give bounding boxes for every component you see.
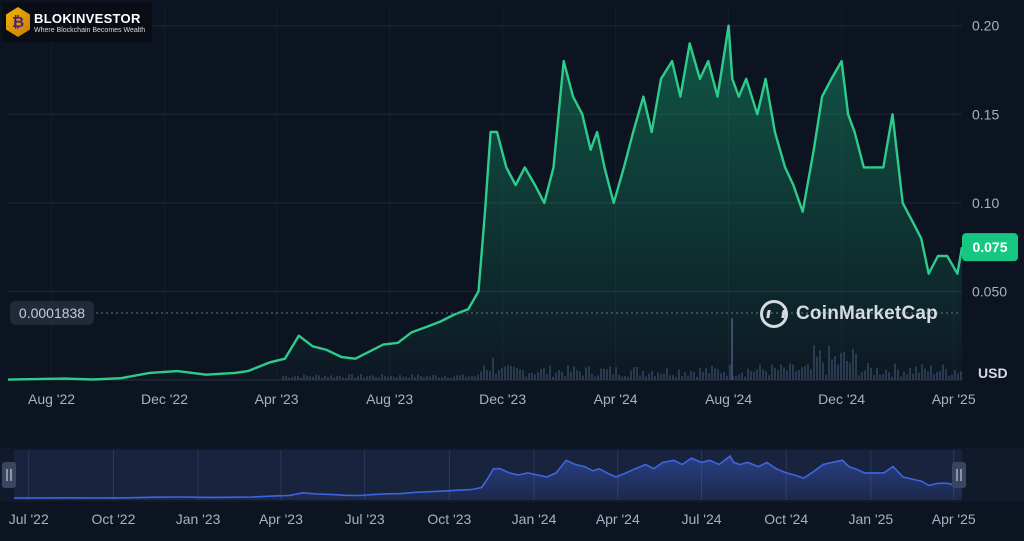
navigator-x-tick-label: Apr '24	[596, 511, 640, 527]
x-tick-label: Dec '24	[818, 391, 865, 407]
x-tick-label: Aug '22	[28, 391, 75, 407]
handle-body	[952, 462, 966, 488]
brand-tagline: Where Blockchain Becomes Wealth	[34, 26, 146, 34]
navigator-area	[14, 456, 962, 500]
watermark-text: CoinMarketCap	[796, 303, 938, 324]
brand-badge: ₿ BLOKINVESTOR Where Blockchain Becomes …	[2, 2, 152, 42]
navigator-x-tick-label: Jan '23	[176, 511, 221, 527]
bitcoin-shield-icon: ₿	[6, 7, 30, 37]
navigator-x-tick-label: Jan '25	[849, 511, 894, 527]
navigator-x-tick-label: Jul '23	[345, 511, 385, 527]
y-tick-label: 0.10	[972, 195, 999, 211]
axes: 0.050 0.10 0.15 0.20 Aug '22 Dec '22 Apr '23 Au…	[10, 18, 1018, 407]
coinmarketcap-watermark: CoinMarketCap	[760, 300, 938, 328]
coinmarketcap-icon	[760, 300, 788, 328]
y-tick-label: 0.20	[972, 18, 999, 34]
navigator-x-tick-label: Oct '23	[427, 511, 471, 527]
x-tick-label: Apr '24	[594, 391, 638, 407]
x-tick-label: Dec '23	[479, 391, 526, 407]
x-tick-label: Dec '22	[141, 391, 188, 407]
current-price-tag	[962, 233, 1018, 262]
start-price-label: 0.0001838	[19, 305, 85, 321]
navigator-x-tick-label: Oct '22	[91, 511, 135, 527]
price-area	[7, 24, 964, 381]
currency-label: USD	[978, 365, 1008, 381]
navigator-x-tick-label: Jan '24	[512, 511, 557, 527]
navigator-x-tick-label: Apr '23	[259, 511, 303, 527]
x-tick-label: Aug '24	[705, 391, 752, 407]
navigator-x-tick-label: Oct '24	[764, 511, 808, 527]
brand-name: BLOKINVESTOR	[34, 10, 141, 26]
y-tick-label: 0.15	[972, 106, 999, 122]
price-line	[7, 24, 964, 381]
start-price-label-bg	[10, 301, 94, 325]
navigator-right-handle[interactable]	[952, 462, 966, 488]
handle-body	[2, 462, 16, 488]
navigator-left-handle[interactable]	[2, 462, 16, 488]
navigator-line	[13, 454, 963, 499]
x-tick-label: Aug '23	[366, 391, 413, 407]
x-tick-label: Apr '23	[255, 391, 299, 407]
price-area-fill	[8, 25, 962, 380]
current-price-value: 0.075	[972, 239, 1007, 255]
x-tick-label: Apr '25	[932, 391, 976, 407]
range-navigator[interactable]: Jul '22 Oct '22 Jan '23 Apr '23 Jul '23 Oct '…	[0, 448, 1024, 527]
navigator-x-tick-label: Jul '22	[9, 511, 49, 527]
navigator-x-tick-label: Jul '24	[682, 511, 722, 527]
navigator-x-tick-label: Apr '25	[932, 511, 976, 527]
y-tick-label: 0.050	[972, 283, 1007, 299]
